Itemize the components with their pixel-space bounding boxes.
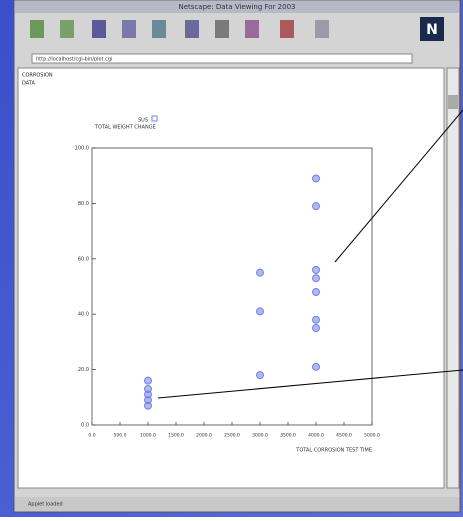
frame-tab[interactable]: DATA [22,81,35,87]
y-tick-label: 20.0 [78,367,89,373]
toolbar-button[interactable] [30,20,44,38]
point [313,175,320,182]
point [257,372,264,379]
x-tick-label: 0.0 [88,433,95,439]
status-bar [15,497,459,511]
screen: Netscape: Data Viewing For 2003 N http:/… [0,0,463,517]
toolbar-button[interactable] [280,20,294,38]
x-tick-label: 2500.0 [224,433,240,439]
x-tick-label: 500.0 [114,433,127,439]
scrollbar[interactable] [447,68,459,488]
point [257,308,264,315]
page: {"window": {"title": "Netscape: Data Vie… [0,0,463,517]
point [313,289,320,296]
x-tick-label: 1000.0 [140,433,156,439]
y-tick-label: 100.0 [75,146,89,152]
point [313,275,320,282]
point [257,269,264,276]
x-tick-label: 2000.0 [196,433,212,439]
x-axis-label: TOTAL CORROSION TEST TIME [295,448,372,454]
x-tick-label: 1500.0 [168,433,184,439]
x-tick-label: 4500.0 [336,433,352,439]
scroll-thumb[interactable] [448,95,458,109]
x-tick-label: 3500.0 [280,433,296,439]
toolbar-button[interactable] [152,20,166,38]
toolbar-button[interactable] [122,20,136,38]
x-tick-label: 5000.0 [364,433,380,439]
legend-label: SUS [138,118,148,124]
window-title: Netscape: Data Viewing For 2003 [179,3,296,11]
point [313,363,320,370]
y-tick-label: 40.0 [78,312,89,318]
toolbar-button[interactable] [92,20,106,38]
y-tick-label: 80.0 [78,201,89,207]
point [313,203,320,210]
x-tick-label: 3000.0 [252,433,268,439]
y-axis-label: TOTAL WEIGHT CHANGE [94,125,156,131]
point [313,316,320,323]
location-text: http://localhost/cgi-bin/plot.cgi [36,57,112,63]
point [145,402,152,409]
toolbar-button[interactable] [245,20,259,38]
toolbar-button[interactable] [185,20,199,38]
status-text: Applet loaded [28,502,63,508]
frame-tab[interactable]: CORROSION [22,73,53,79]
logo-letter: N [426,22,438,38]
point [145,377,152,384]
y-tick-label: 60.0 [78,256,89,262]
toolbar-button[interactable] [60,20,74,38]
y-tick-label: 0.0 [81,423,89,429]
x-tick-label: 4000.0 [308,433,324,439]
toolbar-button[interactable] [315,20,329,38]
point [313,325,320,332]
point [313,266,320,273]
toolbar-button[interactable] [215,20,229,38]
